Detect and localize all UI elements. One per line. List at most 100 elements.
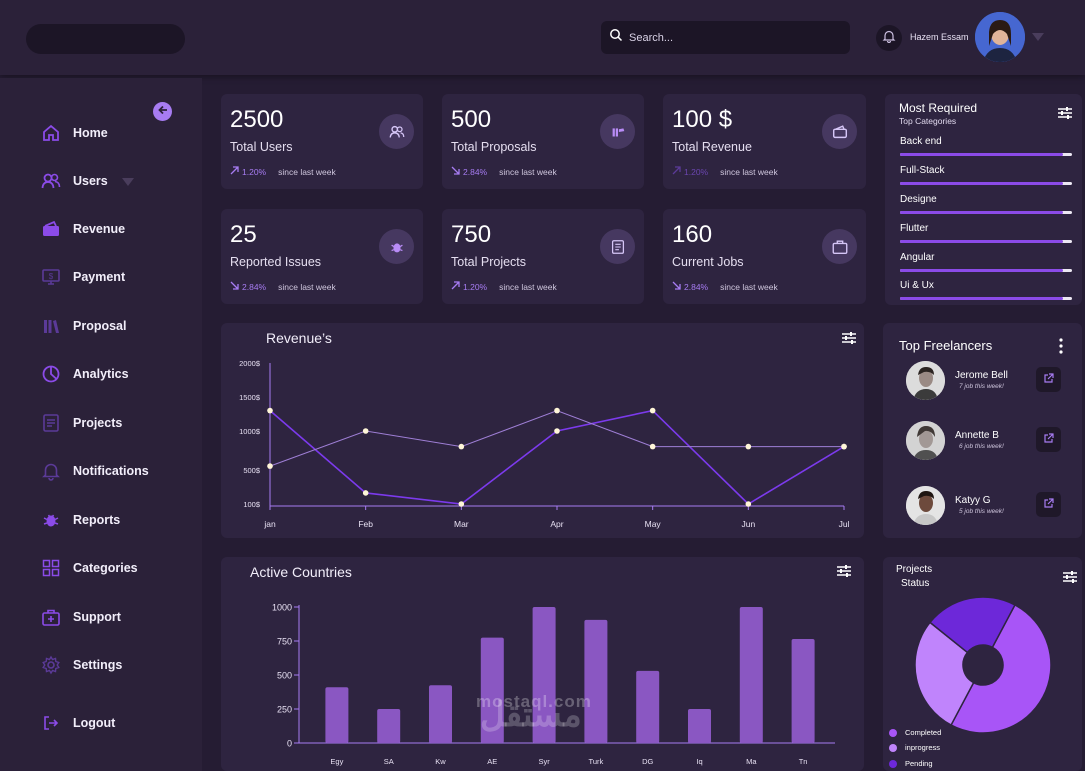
filter-icon[interactable] <box>841 331 857 345</box>
sidebar-item-home[interactable]: Home <box>40 121 108 145</box>
user-avatar[interactable] <box>975 12 1025 62</box>
sidebar-item-categories[interactable]: Categories <box>40 556 138 580</box>
category-level-bar <box>900 211 1072 214</box>
sidebar-item-payment[interactable]: $ Payment <box>40 265 125 289</box>
category-item: Back end <box>900 136 1072 156</box>
sidebar-item-users[interactable]: Users <box>40 169 108 193</box>
stat-card-total-revenue[interactable]: 100 $ Total Revenue 1.20% since last wee… <box>663 94 866 189</box>
search-box[interactable] <box>601 21 850 54</box>
sidebar-item-notifications[interactable]: Notifications <box>40 459 149 483</box>
sidebar-item-revenue[interactable]: Revenue <box>40 217 125 241</box>
stat-value: 500 <box>451 106 492 133</box>
x-tick-label: DG <box>642 757 653 766</box>
sidebar-collapse-button[interactable] <box>153 102 172 121</box>
active-countries-panel: Active Countries 0 250 500 750 1000 Egy SA Kw AE… <box>221 557 864 771</box>
sidebar-item-label: Support <box>73 610 121 624</box>
sidebar-item-logout[interactable]: Logout <box>40 711 115 735</box>
category-item: Angular <box>900 252 1072 272</box>
trend-percent: 1.20% <box>242 166 267 177</box>
freelancer-avatar[interactable] <box>906 421 945 460</box>
trend-down-icon <box>672 281 681 292</box>
stat-label: Total Users <box>230 140 293 154</box>
trend-up-icon <box>451 281 460 292</box>
stat-card-reported-issues[interactable]: 25 Reported Issues 2.84% since last week <box>221 209 423 304</box>
stat-card-total-users[interactable]: 2500 Total Users 1.20% since last week <box>221 94 423 189</box>
sidebar-item-reports[interactable]: Reports <box>40 508 120 532</box>
bug-icon <box>379 229 414 264</box>
more-options-icon[interactable] <box>1059 338 1063 354</box>
search-input[interactable] <box>629 31 839 44</box>
x-tick-label: Ma <box>746 757 757 766</box>
stat-label: Total Revenue <box>672 140 752 154</box>
panel-title: Most Required <box>899 101 978 115</box>
freelancer-jobs: 6 job this week! <box>959 443 1004 450</box>
sidebar-item-proposal[interactable]: Proposal <box>40 314 127 338</box>
stat-trend: 1.20% since last week <box>230 166 336 177</box>
open-profile-button[interactable] <box>1036 367 1061 392</box>
data-point <box>745 443 752 450</box>
projects-icon <box>40 412 62 434</box>
freelancer-item: Jerome Bell 7 job this week! <box>906 361 1061 401</box>
freelancer-jobs: 7 job this week! <box>959 383 1004 390</box>
sidebar-item-settings[interactable]: Settings <box>40 653 122 677</box>
data-point <box>554 407 560 414</box>
trend-down-icon <box>230 281 239 292</box>
projects-status-panel: Projects Status Completed inprogress Pen… <box>883 557 1082 771</box>
notification-button[interactable] <box>876 25 902 51</box>
trend-since: since last week <box>499 281 557 292</box>
y-tick-label: 750 <box>277 637 292 647</box>
sidebar-item-label: Home <box>73 126 108 140</box>
series-line <box>269 410 844 467</box>
stat-label: Total Proposals <box>451 140 537 154</box>
logo-placeholder[interactable] <box>26 24 185 54</box>
data-point <box>267 463 273 469</box>
users-expand-caret-icon[interactable] <box>122 178 134 186</box>
sidebar-item-label: Revenue <box>73 222 126 236</box>
stat-trend: 1.20% since last week <box>672 166 778 177</box>
open-profile-button[interactable] <box>1036 492 1061 517</box>
data-point <box>458 443 465 450</box>
x-tick-label: Jul <box>839 519 850 529</box>
sidebar-item-label: Analytics <box>73 367 129 381</box>
panel-title: Revenue’s <box>266 330 332 346</box>
stat-card-total-projects[interactable]: 750 Total Projects 1.20% since last week <box>442 209 644 304</box>
category-level-bar <box>900 297 1072 300</box>
sidebar-item-projects[interactable]: Projects <box>40 411 122 435</box>
filter-icon[interactable] <box>836 564 852 578</box>
x-tick-label: Mar <box>454 519 469 529</box>
freelancer-avatar[interactable] <box>906 361 945 400</box>
trend-percent: 2.84% <box>684 281 709 292</box>
proposal-icon <box>600 114 635 149</box>
x-tick-label: Egy <box>330 757 343 766</box>
sidebar-item-label: Proposal <box>73 319 127 333</box>
sidebar-item-analytics[interactable]: Analytics <box>40 362 129 386</box>
category-item: Ui & Ux <box>900 280 1072 300</box>
panel-title: Active Countries <box>250 564 352 580</box>
external-link-icon <box>1043 371 1054 389</box>
category-item: Full-Stack <box>900 165 1072 185</box>
data-point <box>554 428 560 434</box>
data-point <box>745 501 752 507</box>
stat-trend: 2.84% since last week <box>672 281 778 292</box>
category-level-bar <box>900 153 1072 156</box>
freelancer-name: Katyy G <box>955 495 991 506</box>
freelancer-avatar[interactable] <box>906 486 945 525</box>
analytics-icon <box>40 363 62 385</box>
filter-icon[interactable] <box>1057 106 1073 120</box>
stat-card-total-proposals[interactable]: 500 Total Proposals 2.84% since last wee… <box>442 94 644 189</box>
filter-icon[interactable] <box>1062 570 1078 584</box>
sidebar-item-support[interactable]: Support <box>40 605 121 629</box>
panel-subtitle: Top Categories <box>899 116 957 126</box>
stat-card-current-jobs[interactable]: 160 Current Jobs 2.84% since last week <box>663 209 866 304</box>
user-name[interactable]: Hazem Essam <box>910 32 969 42</box>
stat-trend: 2.84% since last week <box>230 281 336 292</box>
user-menu-caret-icon[interactable] <box>1032 33 1044 41</box>
x-tick-label: May <box>645 519 662 529</box>
y-tick-label: 500$ <box>243 466 261 475</box>
x-tick-label: jan <box>263 519 276 529</box>
open-profile-button[interactable] <box>1036 427 1061 452</box>
watermark-latin: mostaql.com <box>476 692 592 711</box>
sidebar <box>0 78 202 771</box>
x-tick-label: Jun <box>741 519 755 529</box>
revenue-chart-panel: Revenue’s 100$ 500$ 1000$ 1500$ 2000$ jan Feb M… <box>221 323 864 538</box>
